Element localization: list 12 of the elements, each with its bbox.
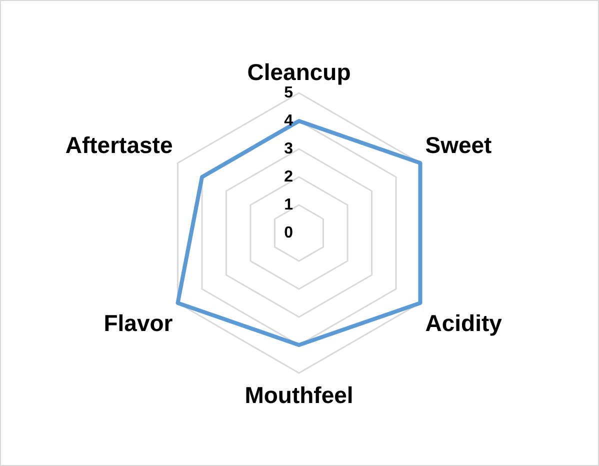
y-tick-label: 4 (284, 112, 294, 130)
spoke-label: Flavor (104, 310, 173, 336)
y-tick-label: 3 (284, 140, 294, 158)
spoke-label: Acidity (425, 310, 502, 336)
spoke-label: Sweet (425, 132, 492, 158)
spoke-label: Aftertaste (65, 132, 173, 158)
spoke-label: Cleancup (247, 59, 351, 85)
y-tick-label: 0 (284, 224, 294, 242)
y-tick-label: 1 (284, 196, 294, 214)
y-tick-label: 5 (284, 84, 294, 102)
spoke-label: Mouthfeel (244, 382, 354, 408)
y-tick-label: 2 (284, 168, 294, 186)
